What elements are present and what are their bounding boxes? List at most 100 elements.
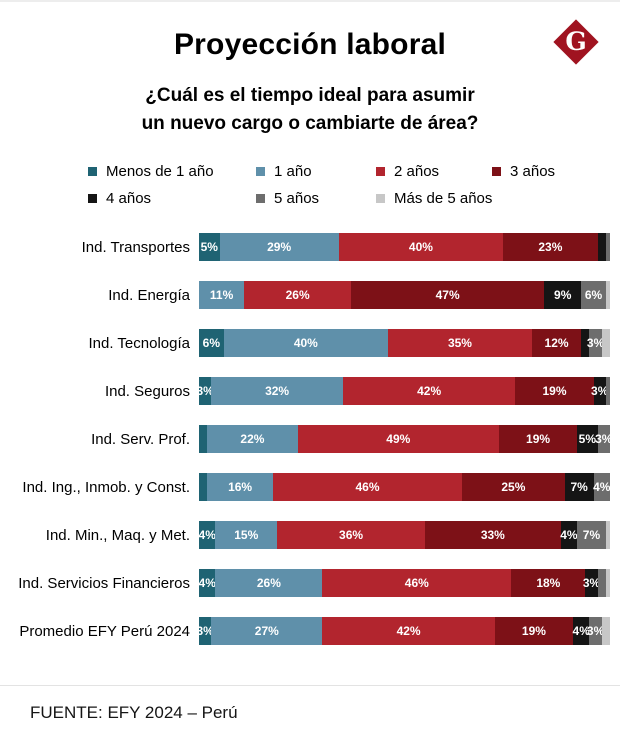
bar-segment: 5% — [577, 425, 598, 454]
row-category-label: Ind. Transportes — [81, 238, 190, 256]
chart-rows: Ind. Transportes 5% 29% 40% 23% Ind. Energía 1… — [8, 233, 613, 646]
row-category-label: Ind. Serv. Prof. — [91, 430, 190, 448]
segment-value-label: 40% — [293, 336, 318, 351]
bar-segment: 3% — [591, 377, 608, 406]
chart-row: Ind. Min., Maq. y Met. 4% 15% 36% 33% 4% 7% — [8, 521, 610, 550]
bar-segment — [605, 233, 610, 262]
stacked-bar: 4% 15% 36% 33% 4% 7% — [199, 521, 610, 550]
bar-segment: 15% — [215, 521, 278, 550]
chart-row: Ind. Serv. Prof. 22% 49% 19% 5% 3% — [8, 425, 613, 454]
bar-segment: 42% — [322, 617, 495, 646]
bar-segment — [605, 569, 610, 598]
bar-segment — [601, 617, 610, 646]
row-category-label: Ind. Energía — [108, 286, 190, 304]
bar-segment: 18% — [511, 569, 586, 598]
legend-item: 3 años — [492, 163, 620, 180]
segment-value-label: 19% — [542, 384, 567, 399]
bar-segment: 6% — [199, 329, 224, 358]
subtitle-line-2: un nuevo cargo o cambiarte de área? — [141, 112, 479, 134]
bar-segment: 4% — [560, 521, 578, 550]
legend-item: 5 años — [256, 190, 376, 207]
bar-segment — [581, 329, 590, 358]
segment-value-label: 3% — [196, 624, 214, 639]
logo-letter: G — [565, 26, 587, 56]
segment-value-label: 29% — [267, 240, 292, 255]
stacked-bar: 5% 29% 40% 23% — [199, 233, 610, 262]
bar-segment: 26% — [244, 281, 352, 310]
bar-segment: 25% — [462, 473, 565, 502]
bar-segment: 40% — [338, 233, 504, 262]
legend-item: 1 año — [256, 163, 376, 180]
bar-segment: 4% — [593, 473, 610, 502]
bar-segment: 4% — [199, 521, 216, 550]
segment-value-label: 6% — [202, 336, 220, 351]
bar-segment: 3% — [583, 569, 600, 598]
segment-value-label: 3% — [595, 432, 613, 447]
stacked-bar: 3% 32% 42% 19% 3% — [196, 377, 610, 406]
bar-segment: 9% — [544, 281, 582, 310]
segment-value-label: 40% — [408, 240, 433, 255]
bar-segment: 47% — [351, 281, 545, 310]
legend: Menos de 1 año 1 año 2 años 3 años 4 años 5 a… — [88, 163, 620, 207]
segment-value-label: 42% — [417, 384, 442, 399]
legend-swatch-icon — [376, 167, 385, 177]
source-footer: FUENTE: EFY 2024 – Perú — [0, 685, 620, 740]
source-text: FUENTE: EFY 2024 – Perú — [30, 703, 238, 722]
page-title: Proyección laboral — [173, 28, 447, 61]
bar-segment: 36% — [277, 521, 426, 550]
segment-value-label: 46% — [404, 576, 429, 591]
segment-value-label: 7% — [570, 480, 588, 495]
segment-value-label: 33% — [480, 528, 505, 543]
stacked-bar: 16% 46% 25% 7% 4% — [199, 473, 610, 502]
bar-segment: 4% — [199, 569, 216, 598]
bar-segment: 16% — [207, 473, 273, 502]
bar-segment: 6% — [581, 281, 606, 310]
chart-row: Promedio EFY Perú 2024 3% 27% 42% 19% 4% 3% — [8, 617, 610, 646]
segment-value-label: 25% — [501, 480, 526, 495]
segment-value-label: 42% — [396, 624, 421, 639]
legend-label: 5 años — [274, 190, 320, 208]
segment-value-label: 26% — [285, 288, 310, 303]
segment-value-label: 4% — [560, 528, 578, 543]
row-category-label: Ind. Tecnología — [88, 334, 190, 352]
bar-segment: 11% — [199, 281, 245, 310]
bar-segment — [605, 281, 610, 310]
segment-value-label: 12% — [544, 336, 569, 351]
row-category-label: Ind. Ing., Inmob. y Const. — [22, 478, 190, 496]
legend-label: 4 años — [106, 190, 152, 208]
segment-value-label: 49% — [386, 432, 411, 447]
bar-segment — [597, 569, 606, 598]
legend-label: 1 año — [274, 163, 312, 181]
stacked-bar: 4% 26% 46% 18% 3% — [199, 569, 610, 598]
segment-value-label: 5% — [200, 240, 218, 255]
legend-item: Más de 5 años — [376, 190, 492, 207]
bar-segment: 3% — [587, 329, 604, 358]
segment-value-label: 9% — [554, 288, 572, 303]
segment-value-label: 27% — [254, 624, 279, 639]
bar-segment: 23% — [503, 233, 598, 262]
segment-value-label: 19% — [521, 624, 546, 639]
stacked-bar: 6% 40% 35% 12% 3% — [199, 329, 610, 358]
legend-label: 2 años — [394, 163, 440, 181]
legend-label: Menos de 1 año — [106, 163, 214, 181]
stacked-bar: 3% 27% 42% 19% 4% 3% — [196, 617, 610, 646]
segment-value-label: 23% — [538, 240, 563, 255]
segment-value-label: 4% — [572, 624, 590, 639]
bar-segment: 26% — [215, 569, 323, 598]
segment-value-label: 26% — [256, 576, 281, 591]
segment-value-label: 19% — [526, 432, 551, 447]
bar-segment: 5% — [199, 233, 220, 262]
bar-segment — [601, 329, 610, 358]
bar-segment: 42% — [342, 377, 516, 406]
bar-segment: 3% — [587, 617, 604, 646]
bar-segment: 4% — [572, 617, 590, 646]
segment-value-label: 47% — [435, 288, 460, 303]
bar-segment: 46% — [322, 569, 512, 598]
legend-label: Más de 5 años — [394, 190, 493, 208]
segment-value-label: 3% — [196, 384, 214, 399]
legend-item: Menos de 1 año — [88, 163, 256, 180]
gestion-logo: G — [550, 16, 602, 68]
legend-swatch-icon — [256, 194, 265, 204]
chart-row: Ind. Servicios Financieros 4% 26% 46% 18% 3% — [8, 569, 610, 598]
legend-item: 4 años — [88, 190, 256, 207]
